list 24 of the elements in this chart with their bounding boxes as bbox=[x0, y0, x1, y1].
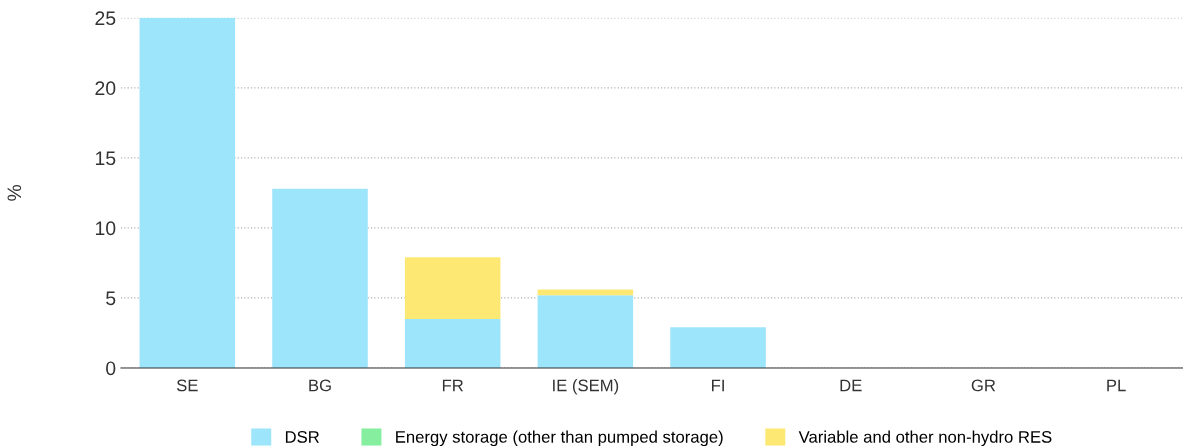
y-tick-label: 25 bbox=[95, 11, 116, 26]
y-tick-label: 20 bbox=[95, 81, 116, 96]
x-tick-label: BG bbox=[309, 379, 331, 392]
bar bbox=[272, 188, 368, 368]
y-tick-label: 10 bbox=[95, 221, 116, 236]
x-tick-label: PL bbox=[1107, 379, 1126, 392]
y-tick-label: 5 bbox=[106, 291, 116, 306]
bar bbox=[537, 295, 634, 368]
y-axis-title: % bbox=[7, 184, 22, 201]
x-tick-label: IE (SEM) bbox=[553, 379, 619, 395]
x-tick-label: FI bbox=[712, 379, 724, 392]
y-tick-label: 0 bbox=[106, 361, 116, 376]
x-tick-label: SE bbox=[176, 379, 198, 392]
y-tick-label: 15 bbox=[95, 151, 116, 166]
legend-label: Energy storage (other than pumped storage) bbox=[396, 430, 723, 446]
bar bbox=[139, 17, 236, 368]
legend-label: DSR bbox=[285, 430, 319, 443]
legend-label: Variable and other non-hydro RES bbox=[798, 430, 1052, 446]
x-tick-label: DE bbox=[840, 379, 862, 392]
bar bbox=[670, 327, 766, 368]
x-tick-label: GR bbox=[971, 379, 996, 392]
bar bbox=[404, 257, 501, 319]
bar bbox=[404, 318, 501, 368]
x-tick-label: FR bbox=[442, 379, 464, 392]
